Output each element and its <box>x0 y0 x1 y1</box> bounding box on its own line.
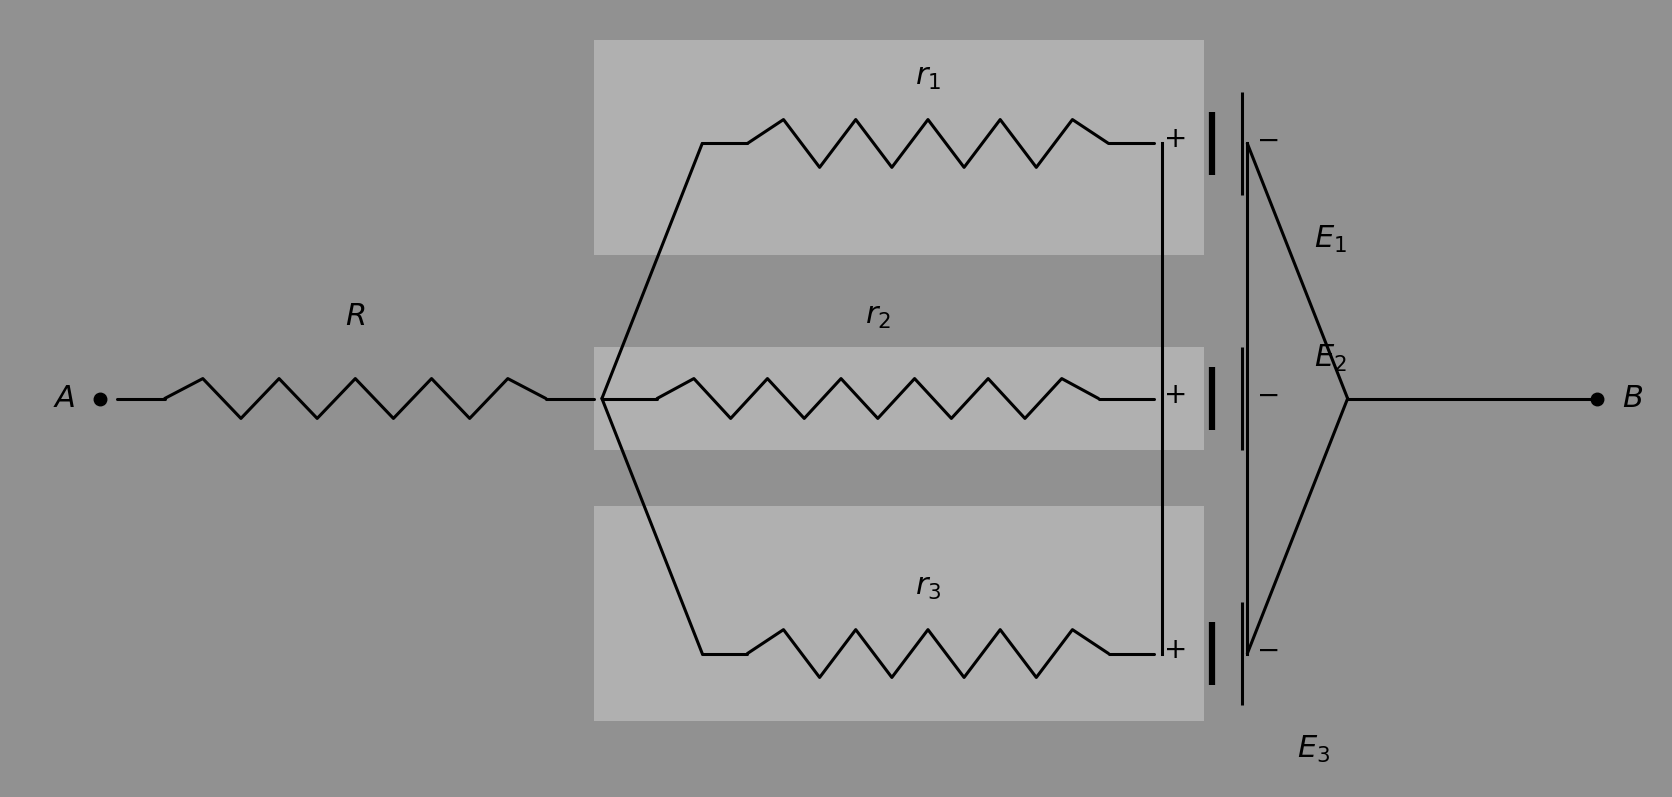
Text: $E_2$: $E_2$ <box>1314 343 1348 375</box>
Text: $R$: $R$ <box>344 302 366 331</box>
Text: $A$: $A$ <box>54 384 75 413</box>
Text: $-$: $-$ <box>1256 125 1277 154</box>
Text: $E_3$: $E_3$ <box>1297 733 1331 765</box>
Text: +: + <box>1164 125 1187 154</box>
Bar <box>594 506 1204 721</box>
Bar <box>594 40 1204 255</box>
Text: $r_2$: $r_2$ <box>864 302 891 331</box>
Bar <box>594 347 1204 450</box>
Text: $E_1$: $E_1$ <box>1314 223 1348 255</box>
Text: +: + <box>1164 635 1187 664</box>
Text: $-$: $-$ <box>1256 380 1277 409</box>
Text: $r_1$: $r_1$ <box>915 63 941 92</box>
Text: +: + <box>1164 380 1187 409</box>
Text: $r_3$: $r_3$ <box>915 573 941 602</box>
Text: $B$: $B$ <box>1622 384 1644 413</box>
Text: $-$: $-$ <box>1256 635 1277 664</box>
